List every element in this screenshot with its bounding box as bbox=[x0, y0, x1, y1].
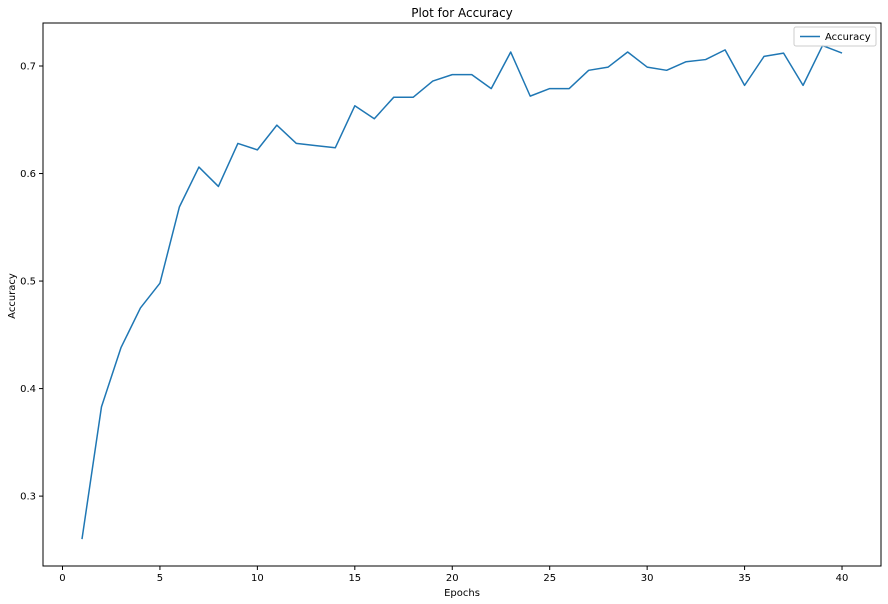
x-tick-label: 30 bbox=[641, 573, 654, 584]
x-axis-ticks: 0 5 10 15 20 25 30 35 40 bbox=[59, 566, 848, 584]
legend-label: Accuracy bbox=[825, 32, 871, 43]
x-tick-label: 5 bbox=[157, 573, 163, 584]
y-axis-ticks: 0.3 0.4 0.5 0.6 0.7 bbox=[20, 62, 43, 503]
legend: Accuracy bbox=[793, 26, 877, 47]
legend-box bbox=[793, 26, 877, 47]
y-tick-label: 0.4 bbox=[20, 384, 36, 395]
x-tick-label: 35 bbox=[738, 573, 751, 584]
x-tick-label: 10 bbox=[251, 573, 264, 584]
y-tick-label: 0.7 bbox=[20, 62, 36, 73]
y-tick-label: 0.5 bbox=[20, 277, 36, 288]
x-tick-label: 40 bbox=[836, 573, 849, 584]
y-axis-label: Accuracy bbox=[7, 273, 18, 319]
x-tick-label: 25 bbox=[543, 573, 556, 584]
x-tick-label: 20 bbox=[446, 573, 459, 584]
plot-area bbox=[42, 22, 882, 567]
series-group bbox=[81, 44, 843, 540]
y-tick-label: 0.6 bbox=[20, 169, 36, 180]
chart-title: Plot for Accuracy bbox=[411, 6, 513, 20]
y-tick-label: 0.3 bbox=[20, 492, 36, 503]
x-tick-label: 0 bbox=[59, 573, 65, 584]
plot-frame bbox=[42, 22, 882, 567]
x-axis-label: Epochs bbox=[444, 588, 480, 599]
x-tick-label: 15 bbox=[348, 573, 361, 584]
series-line-accuracy bbox=[81, 44, 843, 540]
